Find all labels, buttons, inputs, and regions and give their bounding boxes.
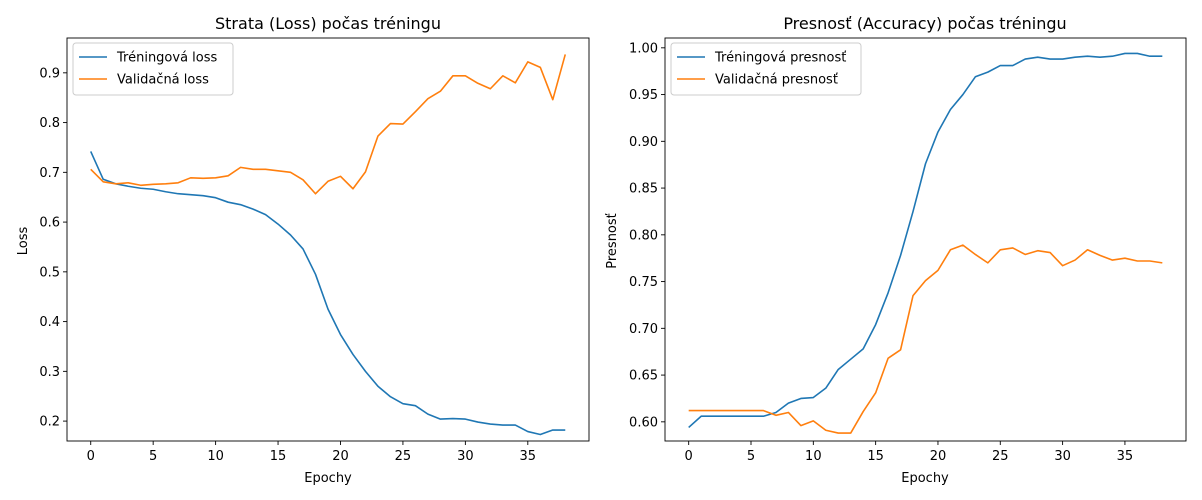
loss-y-axis-label: Loss — [16, 227, 31, 256]
loss-x-tick-label: 35 — [520, 449, 537, 464]
loss-x-tick-label: 5 — [149, 449, 157, 464]
loss-x-tick-label: 30 — [457, 449, 474, 464]
loss-x-tick-label: 25 — [395, 449, 412, 464]
loss-y-tick-label: 0.9 — [39, 66, 60, 81]
accuracy-y-tick-label: 0.70 — [629, 322, 658, 337]
accuracy-chart-title: Presnosť (Accuracy) počas tréningu — [783, 14, 1066, 33]
accuracy-y-tick-label: 0.65 — [629, 369, 658, 384]
accuracy-legend-box — [670, 42, 862, 96]
loss-x-tick-label: 10 — [207, 449, 224, 464]
accuracy-x-tick-label: 0 — [685, 449, 693, 464]
loss-y-tick-label: 0.7 — [39, 166, 60, 181]
accuracy-y-tick-label: 0.60 — [629, 415, 658, 430]
loss-legend: Tréningová loss Validačná loss — [72, 42, 234, 96]
loss-chart-title: Strata (Loss) počas tréningu — [215, 14, 441, 33]
accuracy-series-line-2 — [688, 244, 1163, 434]
loss-y-tick-label: 0.6 — [39, 216, 60, 231]
loss-chart: Strata (Loss) počas tréningu Epochy Loss… — [16, 14, 590, 486]
loss-y-tick-label: 0.3 — [39, 365, 60, 380]
loss-x-tick-label: 15 — [270, 449, 287, 464]
accuracy-y-tick-label: 0.75 — [629, 275, 658, 290]
loss-y-tick-label: 0.4 — [39, 315, 60, 330]
accuracy-legend: Tréningová presnosť Validačná presnosť — [670, 42, 862, 96]
accuracy-x-tick-label: 35 — [1117, 449, 1134, 464]
accuracy-y-axis-label: Presnosť — [605, 213, 620, 269]
loss-series-line-1 — [90, 151, 566, 436]
loss-y-tick-label: 0.5 — [39, 265, 60, 280]
loss-x-tick-label: 0 — [87, 449, 95, 464]
accuracy-series-line-1 — [688, 52, 1163, 429]
accuracy-legend-label-2: Validačná presnosť — [715, 73, 838, 88]
loss-x-axis-label: Epochy — [304, 471, 352, 486]
accuracy-x-tick-label: 25 — [992, 449, 1009, 464]
accuracy-y-tick-label: 0.80 — [629, 228, 658, 243]
accuracy-x-axis-label: Epochy — [901, 471, 949, 486]
accuracy-x-tick-label: 20 — [930, 449, 947, 464]
accuracy-x-tick-label: 10 — [805, 449, 822, 464]
loss-plot-frame — [66, 37, 590, 442]
accuracy-legend-label-1: Tréningová presnosť — [714, 51, 846, 66]
loss-y-tick-label: 0.2 — [39, 415, 60, 430]
accuracy-x-tick-label: 15 — [867, 449, 884, 464]
accuracy-y-tick-label: 0.90 — [629, 135, 658, 150]
loss-series-line-2 — [90, 54, 567, 195]
accuracy-chart: Presnosť (Accuracy) počas tréningu Epoch… — [605, 14, 1187, 486]
accuracy-y-tick-label: 1.00 — [629, 41, 658, 56]
accuracy-x-tick-label: 30 — [1054, 449, 1071, 464]
accuracy-plot-frame — [664, 37, 1187, 442]
accuracy-y-tick-label: 0.95 — [629, 88, 658, 103]
loss-y-tick-label: 0.8 — [39, 116, 60, 131]
loss-x-tick-label: 20 — [332, 449, 349, 464]
loss-legend-label-1: Tréningová loss — [116, 51, 218, 66]
loss-legend-box — [72, 42, 234, 96]
accuracy-y-tick-label: 0.85 — [629, 182, 658, 197]
loss-legend-label-2: Validačná loss — [117, 73, 209, 88]
accuracy-x-tick-label: 5 — [747, 449, 755, 464]
